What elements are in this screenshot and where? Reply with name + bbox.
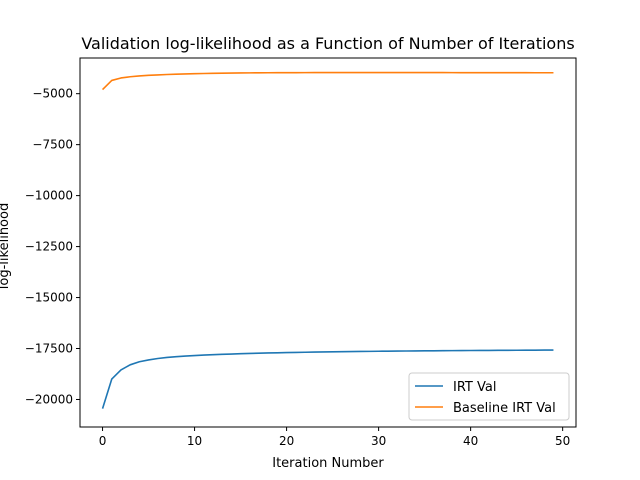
x-tick-label: 20 [279, 434, 294, 448]
x-tick-label: 40 [463, 434, 478, 448]
y-tick-label: −15000 [25, 291, 73, 305]
axes-frame [79, 57, 577, 428]
x-axis: 0 10 20 30 40 50 [99, 427, 570, 448]
legend-label: Baseline IRT Val [453, 401, 556, 416]
y-tick-label: −12500 [25, 240, 73, 254]
legend-label: IRT Val [453, 380, 496, 395]
x-tick-label: 0 [99, 434, 107, 448]
y-axis: −20000 −17500 −15000 −12500 −10000 −7500 −5000 [25, 87, 80, 406]
series-line-1 [101, 71, 554, 91]
x-tick-label: 30 [371, 434, 386, 448]
chart-title: Validation log-likelihood as a Function … [81, 34, 574, 53]
y-tick-label: −7500 [32, 138, 73, 152]
x-axis-label: Iteration Number [272, 456, 384, 471]
y-axis-label: log-likelihood [0, 203, 12, 289]
legend: IRT Val Baseline IRT Val [408, 372, 570, 421]
x-tick-label: 50 [555, 434, 570, 448]
y-tick-label: −10000 [25, 189, 73, 203]
y-tick-label: −20000 [25, 392, 73, 406]
y-tick-label: −5000 [32, 87, 73, 101]
x-tick-label: 10 [187, 434, 202, 448]
plot-area [101, 71, 554, 409]
y-tick-label: −17500 [25, 342, 73, 356]
legend-box [408, 372, 570, 421]
series-line-0 [101, 349, 554, 409]
